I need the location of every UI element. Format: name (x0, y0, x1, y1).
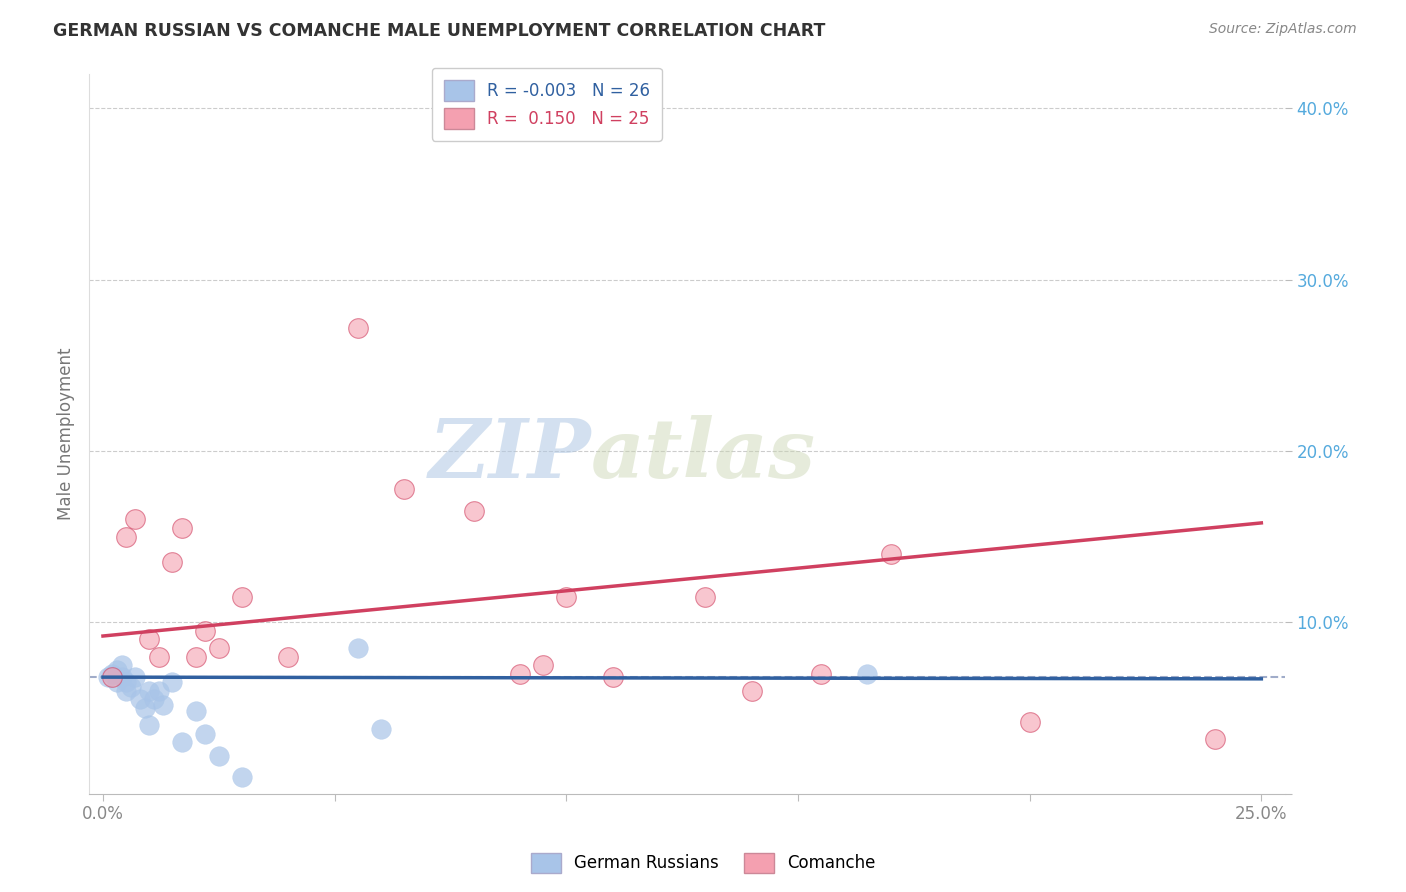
Point (602, 670, 624, 684)
Text: Source: ZipAtlas.com: Source: ZipAtlas.com (1209, 22, 1357, 37)
Legend: German Russians, Comanche: German Russians, Comanche (524, 847, 882, 880)
Point (231, 770, 253, 784)
Point (105, 663, 128, 677)
Point (162, 675, 184, 690)
Point (695, 590, 717, 604)
Y-axis label: Male Unemployment: Male Unemployment (58, 348, 75, 520)
Point (101, 666, 124, 681)
Point (346, 320, 368, 334)
Point (134, 701, 156, 715)
Point (879, 547, 901, 561)
Point (152, 698, 174, 712)
Point (124, 670, 146, 684)
Point (555, 590, 578, 604)
Point (170, 521, 193, 535)
Point (810, 666, 832, 681)
Point (194, 727, 217, 741)
Point (208, 749, 231, 764)
Point (1018, 714, 1040, 729)
Point (1204, 731, 1226, 746)
Point (120, 681, 142, 695)
Text: ZIP: ZIP (429, 416, 591, 495)
Point (346, 640, 368, 655)
Point (138, 683, 160, 698)
Point (162, 555, 184, 569)
Point (509, 666, 531, 681)
Point (148, 649, 170, 664)
Point (97, 670, 120, 684)
Point (184, 705, 207, 719)
Point (110, 658, 132, 673)
Point (115, 683, 138, 698)
Point (231, 590, 253, 604)
Point (115, 530, 138, 544)
Point (124, 512, 146, 526)
Point (392, 482, 415, 496)
Text: GERMAN RUSSIAN VS COMANCHE MALE UNEMPLOYMENT CORRELATION CHART: GERMAN RUSSIAN VS COMANCHE MALE UNEMPLOY… (53, 22, 825, 40)
Text: atlas: atlas (591, 416, 817, 495)
Point (856, 666, 879, 681)
Point (110, 670, 132, 684)
Point (463, 504, 485, 518)
Point (370, 722, 392, 736)
Point (148, 683, 170, 698)
Point (105, 675, 128, 690)
Point (129, 692, 152, 706)
Point (115, 675, 138, 690)
Point (184, 649, 207, 664)
Point (277, 649, 299, 664)
Point (138, 718, 160, 732)
Point (138, 632, 160, 647)
Point (194, 624, 217, 638)
Point (531, 658, 554, 673)
Point (208, 640, 231, 655)
Point (101, 670, 124, 684)
Point (170, 735, 193, 749)
Legend: R = -0.003   N = 26, R =  0.150   N = 25: R = -0.003 N = 26, R = 0.150 N = 25 (432, 68, 662, 141)
Point (142, 692, 165, 706)
Point (741, 683, 763, 698)
